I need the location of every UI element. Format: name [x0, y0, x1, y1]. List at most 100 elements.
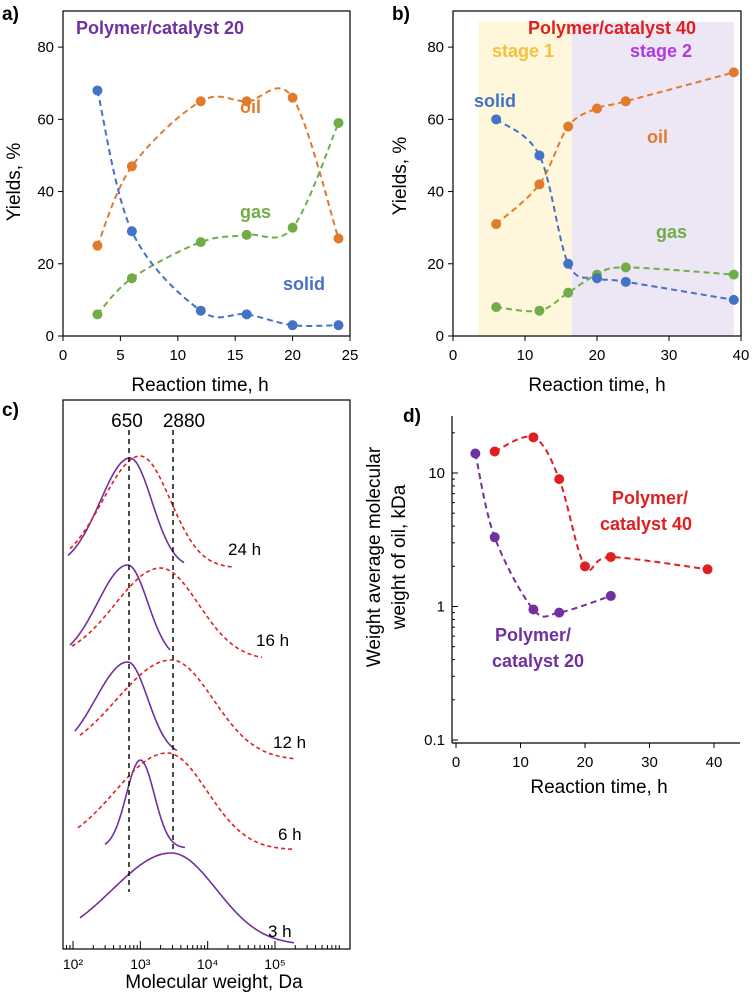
label-pc40-line2: catalyst 40 — [600, 514, 692, 534]
plot-frame — [62, 10, 351, 337]
solid-point — [195, 305, 206, 316]
stage-1-label: stage 1 — [492, 41, 554, 61]
series-point-1 — [554, 607, 565, 618]
label-pc40-line1: Polymer/ — [612, 488, 688, 508]
x-tick-label: 40 — [733, 347, 750, 364]
time-label-3h: 3 h — [268, 922, 292, 941]
red-distribution-12h — [79, 659, 295, 760]
panel-b: b) Polymer/catalyst 40 stage 1 stage 2 0… — [390, 4, 749, 396]
gas-point — [563, 287, 574, 298]
series-point-0 — [702, 564, 713, 575]
gas-point — [287, 222, 298, 233]
series-point-0 — [528, 432, 539, 443]
label-pc20-line2: catalyst 20 — [492, 651, 584, 671]
marker-label-650: 650 — [111, 411, 143, 432]
panel-a-oil-label: oil — [240, 97, 261, 117]
y-tick-label: 0 — [46, 328, 54, 345]
panel-c-frame — [62, 399, 351, 950]
x-tick-label: 15 — [227, 347, 244, 364]
purple-distribution-16h — [69, 564, 171, 651]
gas-point — [195, 237, 206, 248]
panel-a-title: Polymer/catalyst 20 — [76, 18, 244, 38]
panel-c-label: c) — [2, 400, 19, 421]
series-curve-1 — [474, 453, 612, 618]
x-tick-label: 20 — [577, 754, 594, 771]
panel-d-ylabel-line1: Weight average molecular — [364, 446, 385, 667]
panel-a-ylabel: Yields, % — [4, 143, 25, 222]
oil-point — [333, 233, 344, 244]
series-point-1 — [470, 448, 481, 459]
oil-point — [728, 67, 739, 78]
red-distribution-16h — [71, 567, 263, 659]
panel-b-title: Polymer/catalyst 40 — [528, 18, 696, 38]
x-tick-label: 10⁴ — [197, 956, 219, 972]
y-tick-label: 1 — [437, 599, 445, 616]
panel-b-ylabel: Yields, % — [390, 137, 411, 216]
purple-distribution-3h — [79, 852, 295, 944]
solid-point — [620, 276, 631, 287]
series-point-0 — [554, 474, 565, 485]
oil-point — [563, 121, 574, 132]
x-tick-label: 10 — [517, 347, 534, 364]
oil-point — [126, 161, 137, 172]
solid-point — [491, 114, 502, 125]
y-tick-label: 40 — [37, 184, 54, 201]
x-tick-label: 20 — [284, 347, 301, 364]
gas-point — [728, 269, 739, 280]
gas-point — [491, 302, 502, 313]
time-label-24h: 24 h — [228, 540, 261, 559]
solid-point — [126, 226, 137, 237]
solid-point — [563, 258, 574, 269]
x-tick-label: 30 — [641, 754, 658, 771]
panel-a-axes: 0 5 10 15 20 25 0 20 40 60 80 — [37, 10, 358, 364]
x-tick-label: 10 — [512, 754, 529, 771]
y-tick-label: 0.1 — [424, 732, 445, 749]
purple-distribution-24h — [67, 457, 185, 564]
x-tick-label: 10 — [169, 347, 186, 364]
oil-point — [592, 103, 602, 114]
gas-point — [333, 117, 344, 128]
panel-a-points — [92, 85, 344, 331]
solid-point — [92, 85, 103, 96]
gas-point — [126, 273, 137, 284]
gas-point — [534, 305, 545, 316]
x-tick-label: 5 — [116, 347, 124, 364]
purple-distribution-12h — [74, 661, 178, 752]
y-tick-label: 10 — [428, 465, 445, 482]
oil-curve — [96, 87, 340, 247]
red-distribution-24h — [69, 455, 235, 568]
gas-point — [92, 309, 103, 320]
panel-d: d) 0 10 20 30 40 0.1 1 10 Weight average molecu… — [364, 406, 740, 798]
panel-c-distributions — [67, 455, 295, 944]
oil-point — [241, 96, 252, 107]
panel-a: a) Polymer/catalyst 20 0 5 10 15 20 25 0 20 40 60… — [2, 4, 358, 396]
gas-point — [620, 262, 631, 273]
x-tick-label: 0 — [452, 754, 460, 771]
stage-2-region — [571, 21, 734, 336]
marker-label-2880: 2880 — [163, 411, 205, 432]
panel-c-xlabel: Molecular weight, Da — [125, 972, 303, 993]
stage-2-label: stage 2 — [630, 41, 692, 61]
y-tick-label: 0 — [436, 328, 444, 345]
panel-a-label: a) — [2, 4, 19, 25]
panel-d-ylabel-line2: weight of oil, kDa — [389, 484, 410, 630]
x-tick-label: 20 — [589, 347, 606, 364]
panel-b-solid-label: solid — [474, 91, 516, 111]
x-tick-label: 0 — [59, 347, 67, 364]
time-label-12h: 12 h — [273, 733, 306, 752]
panel-a-xlabel: Reaction time, h — [131, 375, 268, 396]
oil-curve — [495, 71, 735, 225]
solid-point — [287, 320, 298, 331]
y-tick-label: 60 — [37, 111, 54, 128]
series-point-1 — [605, 590, 616, 601]
oil-point — [620, 96, 631, 107]
series-point-1 — [528, 604, 539, 615]
y-tick-label: 20 — [427, 256, 444, 273]
panel-b-xlabel: Reaction time, h — [528, 375, 665, 396]
y-tick-label: 20 — [37, 256, 54, 273]
oil-point — [491, 219, 502, 230]
x-tick-label: 10⁵ — [264, 956, 285, 972]
oil-point — [92, 240, 103, 251]
label-pc20-line1: Polymer/ — [495, 625, 571, 645]
